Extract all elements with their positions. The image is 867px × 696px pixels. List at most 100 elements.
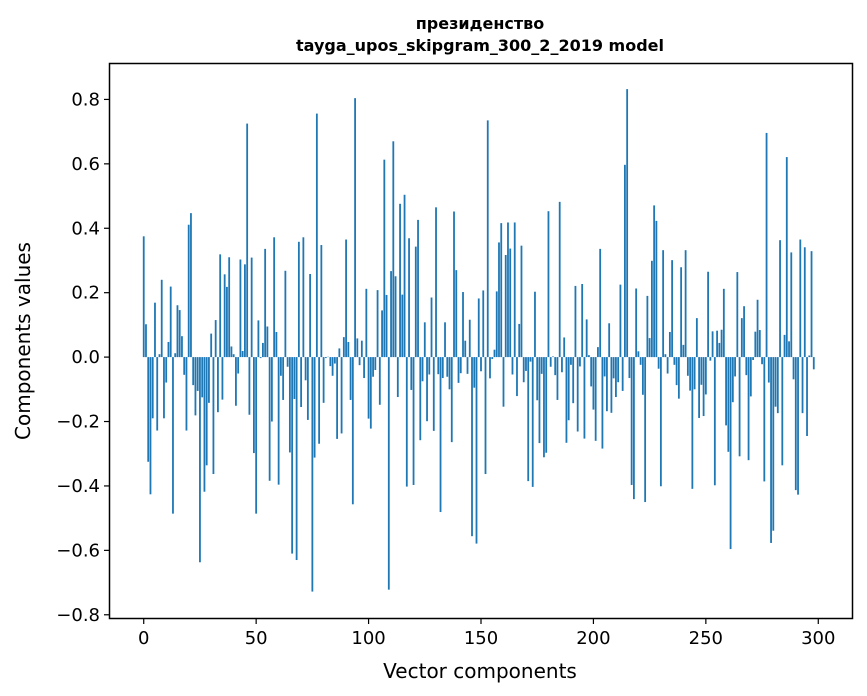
- x-tick-label: 300: [801, 628, 835, 649]
- bars-group: [142, 89, 815, 592]
- bar-125: [423, 322, 426, 358]
- bar-29: [208, 357, 210, 403]
- bar-259: [725, 357, 727, 426]
- bar-165: [513, 222, 516, 358]
- bar-207: [608, 323, 611, 358]
- bar-131: [437, 357, 440, 375]
- bar-112: [394, 276, 397, 358]
- bar-25: [199, 357, 201, 563]
- bar-52: [259, 357, 262, 359]
- bar-208: [610, 357, 613, 413]
- bar-77: [315, 113, 318, 358]
- bar-5: [154, 302, 156, 358]
- bar-212: [619, 284, 622, 358]
- bar-229: [657, 357, 660, 369]
- bar-15: [176, 305, 179, 358]
- bar-271: [752, 357, 754, 360]
- bar-107: [383, 159, 386, 358]
- x-tick-label: 50: [245, 628, 268, 649]
- bar-28: [205, 357, 208, 466]
- bar-239: [680, 267, 683, 358]
- bar-86: [336, 357, 338, 439]
- bar-282: [776, 357, 779, 414]
- bar-274: [758, 330, 761, 358]
- y-axis-label: Components values: [11, 242, 35, 440]
- bar-111: [392, 141, 395, 358]
- bar-8: [160, 279, 163, 358]
- bar-249: [702, 357, 705, 417]
- bar-143: [464, 340, 467, 358]
- bar-295: [806, 357, 808, 437]
- bar-237: [675, 357, 678, 386]
- bar-171: [527, 357, 530, 482]
- bar-205: [603, 357, 606, 377]
- bar-76: [313, 357, 316, 458]
- bar-197: [585, 319, 588, 358]
- bar-139: [455, 270, 458, 358]
- bar-9: [163, 357, 165, 419]
- bar-174: [534, 291, 536, 358]
- bar-176: [538, 357, 541, 444]
- bar-184: [556, 357, 559, 400]
- bar-116: [403, 194, 406, 358]
- bar-137: [450, 357, 453, 443]
- bar-253: [711, 331, 714, 358]
- bar-43: [239, 259, 242, 358]
- bar-49: [253, 357, 255, 454]
- bar-190: [570, 357, 572, 365]
- bar-145: [468, 319, 471, 358]
- bar-225: [648, 338, 651, 358]
- bar-244: [691, 357, 694, 489]
- bar-264: [736, 272, 739, 358]
- bar-57: [270, 357, 273, 422]
- bar-142: [462, 292, 464, 358]
- bar-284: [781, 357, 784, 466]
- bar-288: [790, 252, 793, 358]
- bar-189: [567, 357, 570, 421]
- bar-48: [250, 257, 253, 358]
- bar-26: [201, 357, 204, 398]
- bar-223: [644, 357, 647, 503]
- bar-252: [709, 357, 712, 361]
- bar-121: [414, 246, 417, 358]
- bar-161: [504, 255, 507, 358]
- bar-41: [235, 357, 237, 406]
- bar-69: [297, 241, 300, 358]
- bar-293: [801, 357, 804, 414]
- bar-129: [432, 357, 435, 431]
- bar-188: [565, 357, 568, 443]
- bar-141: [459, 357, 462, 374]
- bar-123: [419, 357, 422, 441]
- bar-261: [729, 357, 732, 550]
- bar-168: [520, 245, 523, 358]
- bar-246: [695, 318, 698, 358]
- bar-298: [812, 357, 815, 370]
- bar-18: [183, 357, 186, 375]
- bar-84: [331, 357, 334, 376]
- bar-56: [268, 357, 271, 481]
- bar-216: [628, 357, 631, 379]
- y-tick-label: −0.6: [56, 540, 100, 561]
- bar-14: [174, 353, 177, 358]
- bar-172: [529, 357, 532, 362]
- bar-169: [522, 357, 525, 383]
- bar-245: [693, 357, 696, 390]
- bar-228: [655, 220, 658, 358]
- bar-85: [333, 357, 336, 364]
- bar-97: [360, 340, 363, 358]
- bar-99: [365, 288, 368, 358]
- bar-106: [381, 310, 383, 358]
- bar-232: [664, 354, 667, 358]
- bar-59: [275, 331, 278, 358]
- bar-109: [387, 357, 390, 590]
- x-tick-label: 100: [351, 628, 385, 649]
- bar-275: [761, 357, 763, 365]
- bar-27: [203, 357, 206, 492]
- bar-10: [165, 357, 168, 383]
- bar-286: [785, 157, 788, 358]
- bar-254: [713, 357, 716, 486]
- bar-204: [601, 357, 604, 449]
- bar-45: [244, 264, 246, 358]
- bar-291: [797, 357, 799, 495]
- bar-217: [630, 357, 633, 485]
